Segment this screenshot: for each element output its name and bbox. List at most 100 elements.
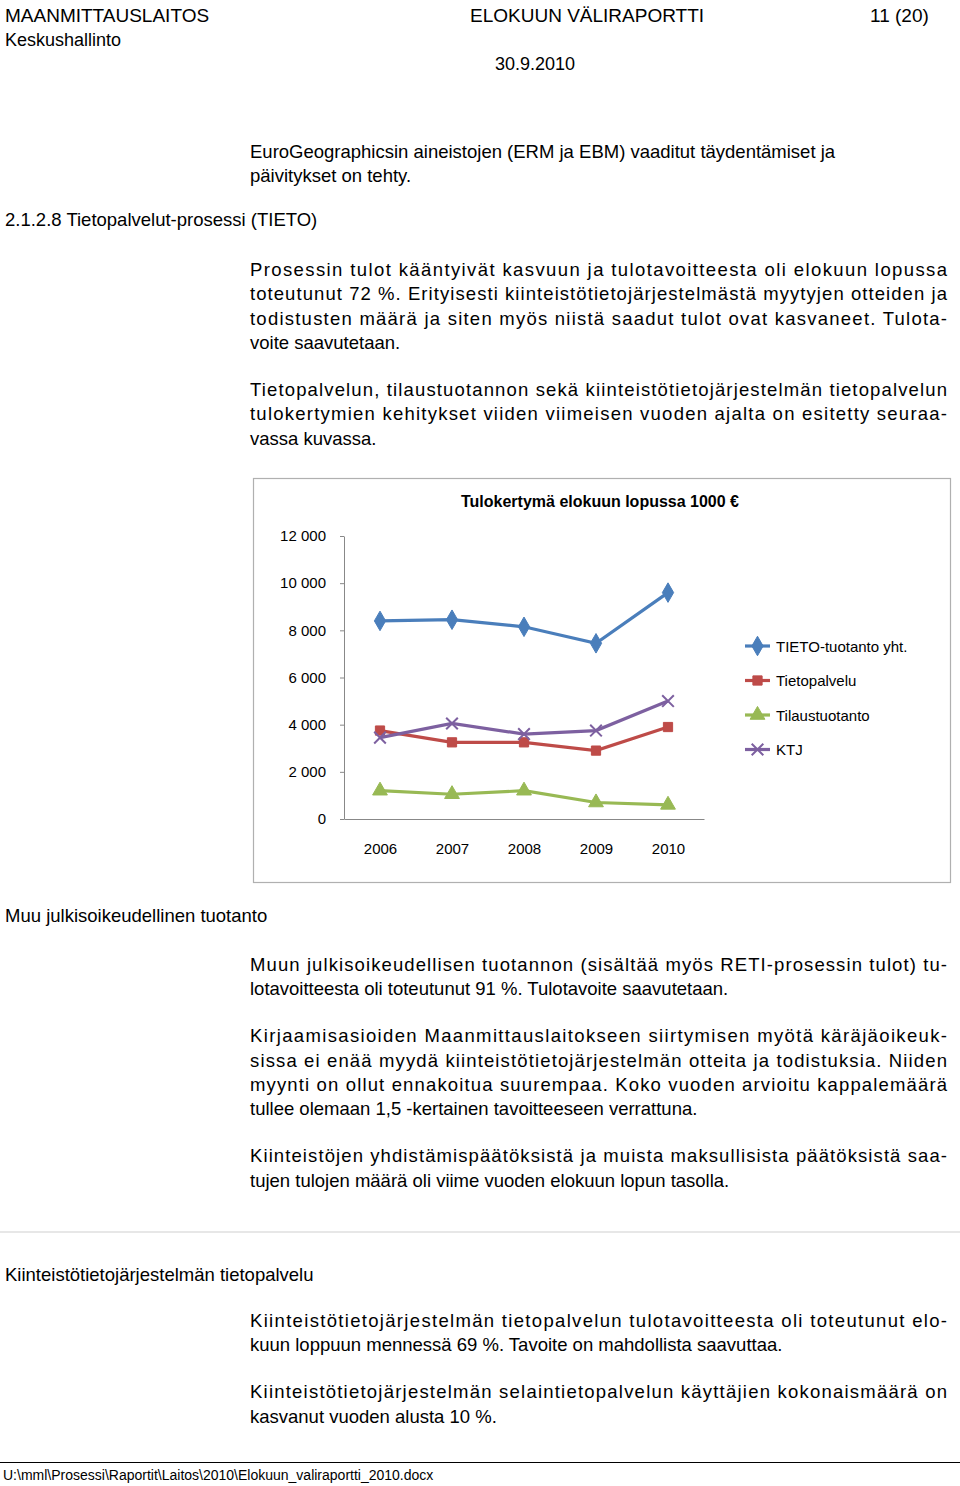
document-title: ELOKUUN VÄLIRAPORTTI [470, 5, 704, 26]
y-tick-mark [340, 819, 344, 820]
y-tick-label: 12 000 [280, 527, 326, 544]
paragraph-line: voite saavutetaan. [250, 332, 400, 353]
data-point [518, 617, 529, 637]
legend: TIETO-tuotanto yht. Tietopalvelu Tilaustuo… [745, 636, 907, 758]
y-tick-label: 2 000 [288, 763, 326, 780]
paragraph-line: todistusten määrä ja siten myös niistä s… [250, 308, 947, 329]
unit: Keskushallinto [5, 30, 121, 50]
y-tick: 6 000 [288, 669, 344, 686]
paragraph-line: myynti on ollut ennakoitua suurempaa. Ko… [250, 1074, 948, 1095]
x-tick-label: 2008 [508, 840, 541, 857]
x-tick-label: 2010 [652, 840, 685, 857]
paragraph-line: Tietopalvelun, tilaustuotannon sekä kiin… [250, 379, 947, 400]
x-tick: 2006 [364, 819, 397, 857]
legend-marker [750, 706, 765, 719]
y-tick: 8 000 [288, 622, 344, 639]
y-tick: 4 000 [288, 716, 344, 733]
data-point [446, 610, 457, 630]
y-tick-label: 4 000 [288, 716, 326, 733]
plot-marks [373, 583, 676, 809]
y-tick: 12 000 [280, 527, 344, 544]
data-point [590, 634, 601, 654]
data-point [518, 728, 530, 740]
legend-label: KTJ [776, 741, 803, 758]
y-tick-mark [340, 725, 344, 726]
x-tick-label: 2007 [436, 840, 469, 857]
footer-path: U:\mml\Prosessi\Raportit\Laitos\2010\Elo… [3, 1467, 433, 1483]
paragraph-line: Muun julkisoikeudellisen tuotannon (sisä… [250, 954, 947, 975]
data-point [589, 794, 604, 807]
data-point [661, 796, 676, 809]
paragraph-line: tujen tulojen määrä oli viime vuoden elo… [250, 1170, 729, 1191]
y-tick-label: 6 000 [288, 669, 326, 686]
chart: Tulokertymä elokuun lopussa 1000 € 0 2 000… [254, 479, 951, 883]
series [373, 782, 676, 809]
legend-label: TIETO-tuotanto yht. [776, 638, 907, 655]
x-axis-line [345, 819, 705, 820]
series-line [380, 593, 668, 644]
series-line [380, 701, 668, 738]
y-tick-mark [340, 536, 344, 537]
y-tick-label: 0 [318, 810, 326, 827]
y-tick: 2 000 [288, 763, 344, 780]
x-tick: 2007 [436, 819, 469, 857]
data-point [446, 718, 458, 730]
data-point [374, 732, 386, 744]
section-heading: Muu julkisoikeudellinen tuotanto [5, 905, 267, 926]
y-tick-mark [340, 583, 344, 584]
data-point [373, 782, 388, 795]
x-tick-label: 2009 [580, 840, 613, 857]
y-tick-mark [340, 678, 344, 679]
x-tick: 2009 [580, 819, 613, 857]
x-tick: 2010 [652, 819, 685, 857]
paragraph-line: toteutunut 72 %. Erityisesti kiinteistöt… [250, 283, 948, 304]
chart-title: Tulokertymä elokuun lopussa 1000 € [461, 493, 739, 510]
data-point [519, 738, 528, 747]
paragraph-line: Prosessin tulot kääntyivät kasvuun ja tu… [250, 259, 948, 280]
separator [0, 1232, 960, 1233]
data-point [663, 722, 672, 731]
y-tick: 0 [318, 810, 344, 827]
y-axis-line [344, 537, 345, 820]
paragraph-line: kasvanut vuoden alusta 10 %. [250, 1406, 497, 1427]
data-point [590, 725, 602, 737]
paragraph-line: EuroGeographicsin aineistojen (ERM ja EB… [250, 141, 836, 162]
legend-label: Tilaustuotanto [776, 707, 870, 724]
paragraph-line: kuun loppuun mennessä 69 %. Tavoite on m… [250, 1334, 782, 1355]
paragraph-line: Kiinteistötietojärjestelmän tietopalvelu… [250, 1310, 947, 1331]
data-point [662, 695, 674, 707]
data-point [445, 786, 460, 799]
paragraph-line: Kirjaamisasioiden Maanmittauslaitokseen … [250, 1025, 947, 1046]
y-tick-mark [340, 772, 344, 773]
paragraph-line: tullee olemaan 1,5 -kertainen tavoittees… [250, 1098, 697, 1119]
x-axis: 2006 2007 2008 2009 2010 [345, 819, 705, 857]
legend-marker [752, 744, 764, 756]
legend-label: Tietopalvelu [776, 672, 856, 689]
data-point [517, 782, 532, 795]
legend-marker [753, 676, 762, 685]
series [374, 695, 674, 743]
paragraph-line: Kiinteistötietojärjestelmän selaintietop… [250, 1381, 947, 1402]
organization: MAANMITTAUSLAITOS [5, 5, 209, 26]
y-tick-label: 10 000 [280, 574, 326, 591]
data-point [374, 611, 385, 631]
legend-entry: KTJ [745, 741, 803, 758]
page: MAANMITTAUSLAITOS Keskushallinto ELOKUUN V… [0, 0, 960, 1486]
series [375, 722, 672, 755]
page-number: 11 (20) [870, 5, 929, 26]
paragraph-line: Kiinteistöjen yhdistämispäätöksistä ja m… [250, 1145, 947, 1166]
paragraph-line: sissa ei enää myydä kiinteistötietojärje… [250, 1050, 947, 1071]
date: 30.9.2010 [495, 54, 575, 74]
y-tick: 10 000 [280, 574, 344, 591]
legend-marker [752, 636, 763, 656]
section-heading: Kiinteistötietojärjestelmän tietopalvelu [5, 1264, 314, 1285]
data-point [662, 583, 673, 603]
series [374, 583, 673, 653]
header: MAANMITTAUSLAITOS Keskushallinto ELOKUUN V… [5, 5, 929, 74]
footer-rule [0, 1462, 960, 1463]
y-axis: 0 2 000 4 000 6 000 8 000 10 000 12 000 [280, 527, 344, 827]
paragraph-line: lotavoitteesta oli toteutunut 91 %. Tulo… [250, 978, 728, 999]
chart-frame [254, 479, 951, 883]
section-heading: 2.1.2.8 Tietopalvelut-prosessi (TIETO) [5, 209, 317, 230]
y-tick-mark [340, 630, 344, 631]
